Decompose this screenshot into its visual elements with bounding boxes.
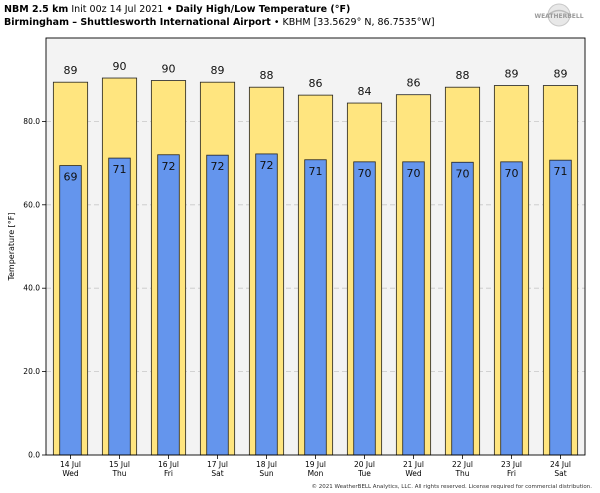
y-tick-label: 20.0 (23, 367, 40, 376)
low-temp-label: 70 (358, 167, 372, 180)
x-tick-label-date: 20 Jul (354, 460, 375, 469)
high-temp-label: 84 (358, 85, 372, 98)
low-temp-bar (353, 161, 376, 456)
y-tick-label: 0.0 (28, 451, 40, 460)
header-line-1: NBM 2.5 km Init 00z 14 Jul 2021 • Daily … (4, 3, 435, 16)
high-temp-label: 90 (113, 60, 127, 73)
header-line-2: Birmingham – Shuttlesworth International… (4, 16, 435, 29)
high-temp-label: 88 (260, 69, 274, 82)
high-temp-label: 88 (456, 69, 470, 82)
x-tick-label-date: 24 Jul (550, 460, 571, 469)
logo-text: WEATHERBELL (534, 13, 583, 20)
x-tick-label-date: 19 Jul (305, 460, 326, 469)
low-temp-label: 70 (407, 167, 421, 180)
low-temp-label: 70 (505, 167, 519, 180)
high-temp-label: 89 (64, 64, 78, 77)
low-temp-bar (500, 161, 523, 456)
station-id: KBHM [33.5629° N, 86.7535°W] (282, 17, 435, 28)
weatherbell-logo: WEATHERBELL (534, 3, 584, 27)
high-temp-label: 86 (309, 77, 323, 90)
copyright-text: © 2021 WeatherBELL Analytics, LLC. All r… (311, 484, 592, 490)
x-tick-label-date: 15 Jul (109, 460, 130, 469)
low-temp-bar (255, 153, 278, 456)
bullet-1: • (166, 4, 173, 15)
low-temp-bar (206, 154, 229, 456)
high-temp-label: 89 (211, 64, 225, 77)
x-tick-label-day: Thu (454, 469, 469, 478)
x-tick-label-date: 23 Jul (501, 460, 522, 469)
x-tick-label-date: 14 Jul (60, 460, 81, 469)
low-temp-label: 72 (162, 160, 176, 173)
x-tick-label-date: 17 Jul (207, 460, 228, 469)
x-tick-label-date: 16 Jul (158, 460, 179, 469)
plot-frame (45, 37, 586, 456)
x-tick-label-day: Sat (211, 469, 223, 478)
low-temp-bar (304, 159, 327, 456)
bullet-2: • (273, 17, 280, 28)
x-tick-label-day: Wed (405, 469, 422, 478)
x-tick-label-day: Sun (259, 469, 274, 478)
high-temp-label: 86 (407, 77, 421, 90)
x-tick-label-date: 22 Jul (452, 460, 473, 469)
low-temp-bar (59, 165, 82, 456)
low-temp-label: 72 (211, 160, 225, 173)
chart-title: Daily High/Low Temperature (°F) (175, 4, 351, 15)
low-temp-bar (549, 159, 572, 456)
x-tick-label-day: Sat (554, 469, 566, 478)
x-tick-label-day: Mon (308, 469, 324, 478)
y-tick-label: 80.0 (23, 117, 40, 126)
low-temp-label: 69 (64, 171, 78, 184)
station-name: Birmingham – Shuttlesworth International… (4, 17, 271, 28)
y-axis-label: Temperature [°F] (7, 212, 16, 281)
x-tick-label-day: Fri (507, 469, 516, 478)
low-temp-label: 72 (260, 159, 274, 172)
y-tick-label: 40.0 (23, 284, 40, 293)
low-temp-bar (402, 161, 425, 456)
x-tick-label-date: 21 Jul (403, 460, 424, 469)
low-temp-label: 70 (456, 167, 470, 180)
x-tick-label-date: 18 Jul (256, 460, 277, 469)
x-tick-label-day: Wed (62, 469, 79, 478)
low-temp-label: 71 (554, 165, 568, 178)
chart-header: NBM 2.5 km Init 00z 14 Jul 2021 • Daily … (4, 3, 435, 29)
x-tick-label-day: Thu (111, 469, 126, 478)
low-temp-bar (157, 154, 180, 456)
low-temp-bar (451, 161, 474, 456)
low-temp-label: 71 (113, 163, 127, 176)
high-temp-label: 89 (554, 68, 568, 81)
low-temp-label: 71 (309, 165, 323, 178)
x-tick-label-day: Tue (357, 469, 371, 478)
y-tick-label: 60.0 (23, 200, 40, 209)
x-tick-label-day: Fri (164, 469, 173, 478)
low-temp-bar (108, 157, 131, 456)
high-temp-label: 89 (505, 68, 519, 81)
init-time: Init 00z 14 Jul 2021 (71, 4, 164, 15)
high-temp-label: 90 (162, 63, 176, 76)
model-name: NBM 2.5 km (4, 4, 69, 15)
